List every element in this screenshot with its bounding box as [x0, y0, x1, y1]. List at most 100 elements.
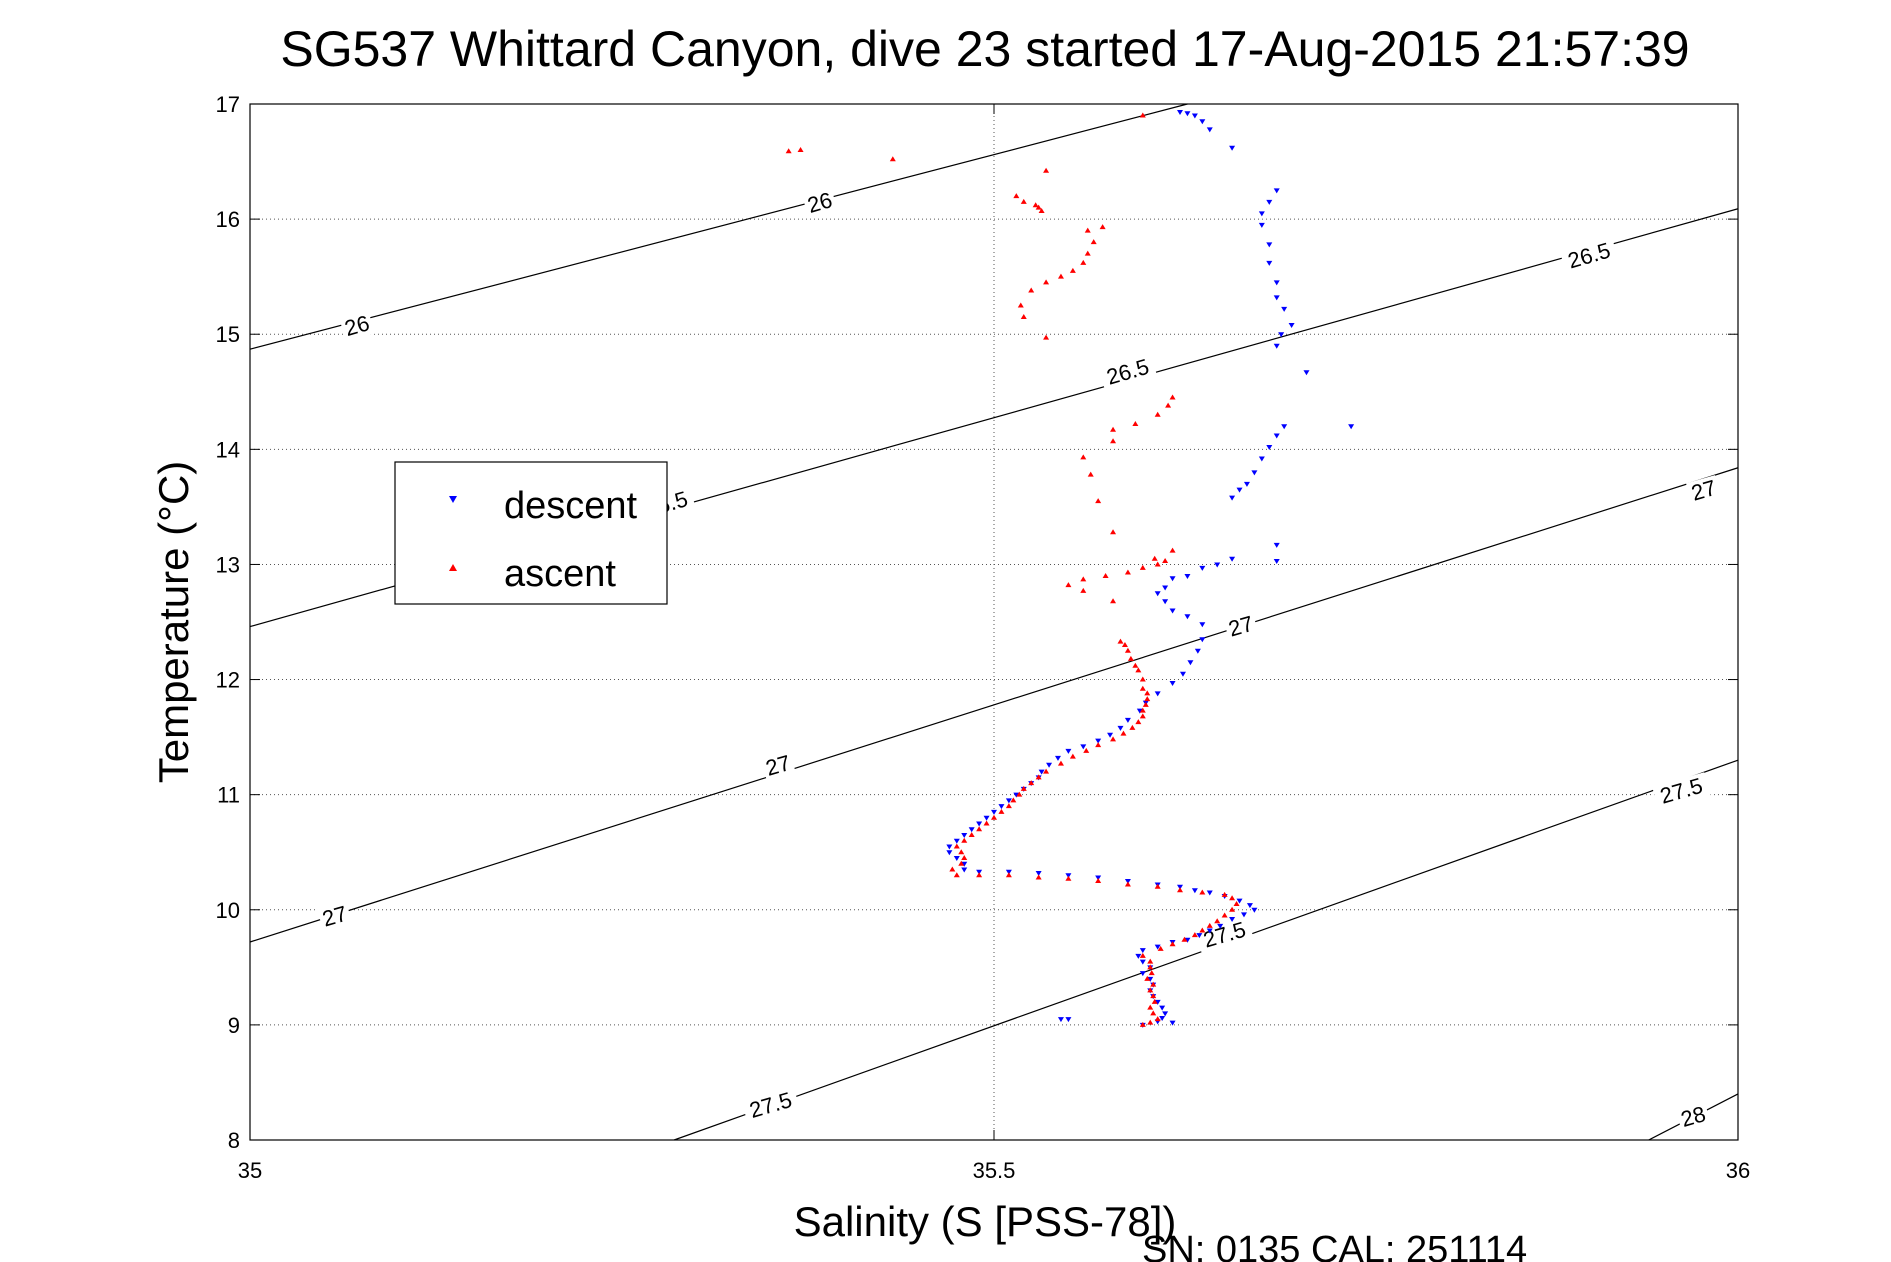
ascent-point: [1013, 193, 1020, 199]
series-layer: [785, 110, 1355, 1028]
ascent-point: [1162, 557, 1169, 563]
contour-label-text: 26.5: [1104, 354, 1152, 390]
descent-point: [1184, 111, 1191, 117]
ascent-point: [1169, 941, 1176, 947]
density-contour-27: [249, 467, 1739, 943]
ascent-point: [958, 849, 965, 855]
legend-marker-ascent: [449, 564, 457, 571]
descent-point: [1229, 556, 1236, 562]
ascent-point: [1150, 1010, 1157, 1016]
ascent-point: [1069, 267, 1076, 273]
ascent-point: [1084, 250, 1091, 256]
descent-point: [1273, 433, 1280, 439]
descent-point: [1005, 798, 1012, 804]
ascent-point: [1084, 227, 1091, 233]
descent-point: [968, 827, 975, 833]
ascent-point: [1214, 918, 1221, 924]
ascent-point: [1028, 780, 1035, 786]
descent-point: [1194, 648, 1201, 654]
chart-title: SG537 Whittard Canyon, dive 23 started 1…: [280, 21, 1689, 77]
ascent-point: [1199, 927, 1206, 933]
ascent-point: [1221, 891, 1228, 897]
ascent-point: [1154, 1016, 1161, 1022]
ascent-point: [1135, 719, 1142, 725]
descent-point: [1169, 608, 1176, 614]
contour-label-0: 26: [339, 310, 375, 342]
contour-label-backing: [1098, 353, 1158, 392]
ascent-point: [1087, 471, 1094, 477]
descent-point: [1206, 928, 1213, 934]
ascent-point: [1010, 797, 1017, 803]
contour-label-backing: [1195, 916, 1254, 955]
contour-label-9: 27.5: [741, 1086, 801, 1125]
descent-point: [1117, 725, 1124, 731]
descent-point: [1054, 755, 1061, 761]
descent-point: [1038, 769, 1045, 775]
descent-point: [961, 861, 968, 867]
footer-serial-cal: SN: 0135 CAL: 251114: [1142, 1229, 1527, 1262]
descent-point: [1035, 870, 1042, 876]
descent-point: [1240, 912, 1247, 918]
ascent-point: [949, 866, 956, 872]
x-axis-ticks: 35 35.5 36: [238, 104, 1750, 1183]
ascent-point: [1147, 1019, 1154, 1025]
ascent-point: [797, 147, 804, 153]
descent-point: [1206, 890, 1213, 896]
ascent-point: [1124, 569, 1131, 575]
ascent-point: [1069, 753, 1076, 759]
ascent-point: [1233, 901, 1240, 907]
descent-point: [1159, 1015, 1166, 1021]
contour-label-backing: [741, 1086, 801, 1125]
ascent-point: [1099, 224, 1106, 230]
contour-label-backing: [1686, 475, 1722, 507]
ascent-point: [1080, 587, 1087, 593]
contour-label-12: 28: [1675, 1101, 1712, 1133]
series-ascent: [785, 112, 1240, 1027]
ascent-point: [1135, 667, 1142, 673]
descent-point: [1206, 127, 1213, 133]
descent-point: [1273, 188, 1280, 194]
ascent-point: [1177, 887, 1183, 893]
descent-point: [1199, 637, 1206, 643]
descent-point: [1348, 424, 1355, 430]
descent-point: [1236, 898, 1243, 904]
ascent-point: [1139, 707, 1146, 713]
ascent-point: [1129, 724, 1136, 730]
ascent-point: [1139, 952, 1146, 958]
ascent-point: [1154, 411, 1161, 417]
ascent-point: [1005, 872, 1012, 878]
ascent-point: [1148, 970, 1155, 976]
descent-point: [1303, 370, 1310, 376]
descent-point: [1214, 562, 1221, 568]
ascent-point: [1121, 642, 1128, 648]
contour-label-text: 26.5: [1565, 238, 1613, 274]
descent-point: [961, 867, 968, 873]
ascent-point: [1127, 655, 1134, 661]
descent-point: [1095, 738, 1102, 744]
x-tick-label: 35.5: [973, 1158, 1016, 1183]
contour-label-10: 27.5: [1195, 916, 1254, 955]
y-tick-label: 15: [216, 322, 240, 347]
ascent-point: [1147, 958, 1154, 964]
ascent-point: [1139, 685, 1146, 691]
descent-point: [1273, 558, 1280, 564]
descent-point: [1139, 948, 1146, 954]
ascent-point: [1144, 975, 1151, 981]
contour-label-3: 26.5: [1098, 353, 1158, 392]
descent-point: [1266, 260, 1273, 266]
descent-point: [1080, 744, 1087, 750]
descent-point: [1266, 199, 1273, 205]
contour-label-backing: [1652, 772, 1711, 811]
ascent-point: [1124, 881, 1131, 887]
contour-label-1: 26: [802, 187, 838, 219]
descent-point: [1162, 585, 1169, 591]
descent-point: [1273, 542, 1280, 548]
descent-point: [1288, 323, 1295, 329]
contour-label-text: 27.5: [747, 1087, 795, 1123]
ascent-point: [1154, 561, 1161, 567]
descent-point: [1199, 119, 1206, 125]
ascent-point: [1057, 273, 1064, 279]
descent-point: [1136, 708, 1143, 714]
descent-point: [1139, 959, 1146, 965]
ascent-point: [785, 148, 792, 154]
